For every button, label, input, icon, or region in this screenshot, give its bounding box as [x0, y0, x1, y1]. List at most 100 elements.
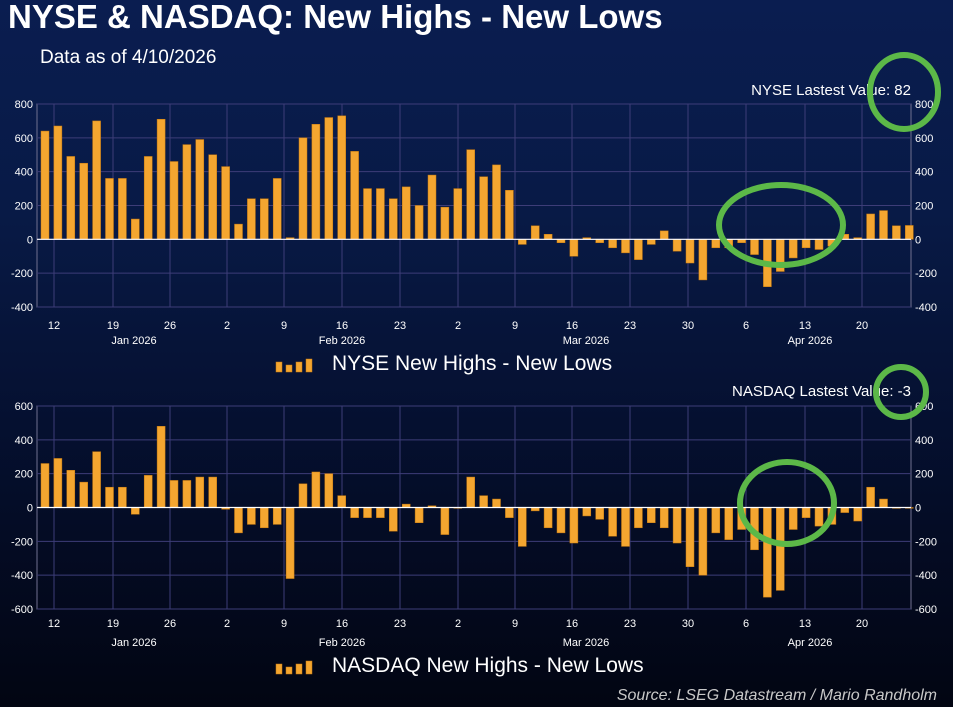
- y-tick-label-left: 0: [27, 234, 33, 246]
- bar: [169, 480, 179, 508]
- bar: [543, 507, 553, 529]
- y-tick-label-right: 200: [915, 201, 933, 213]
- bar: [350, 507, 359, 518]
- legend-label: NASDAQ New Highs - New Lows: [332, 654, 644, 677]
- x-tick-label: 2: [224, 320, 230, 332]
- bar: [659, 230, 669, 240]
- bar: [518, 507, 527, 547]
- bar: [221, 166, 230, 240]
- legend-swatch-bar: [305, 660, 313, 675]
- bar: [234, 507, 243, 534]
- x-tick-label: 23: [394, 618, 406, 630]
- y-tick-label-right: -400: [915, 302, 937, 314]
- bar: [698, 239, 708, 281]
- bar: [66, 156, 76, 240]
- y-tick-label-right: 0: [915, 234, 921, 246]
- bar: [195, 139, 205, 240]
- bar: [156, 426, 166, 508]
- bar: [79, 481, 88, 508]
- x-month-label: Apr 2026: [788, 637, 833, 649]
- bar: [414, 507, 424, 523]
- bar: [363, 188, 372, 240]
- bar: [272, 507, 282, 525]
- x-tick-label: 26: [164, 618, 176, 630]
- highlight-ellipse: [737, 459, 837, 547]
- bar: [350, 151, 359, 240]
- bar: [260, 507, 269, 529]
- bar: [363, 507, 372, 518]
- y-tick-label-right: 600: [915, 133, 933, 145]
- bar: [621, 239, 630, 254]
- bar: [337, 115, 346, 240]
- x-tick-label: 23: [624, 320, 636, 332]
- bar: [634, 239, 643, 260]
- bar: [324, 117, 334, 240]
- y-tick-label-right: 400: [915, 167, 933, 179]
- x-month-label: Apr 2026: [788, 335, 833, 347]
- bar: [672, 239, 682, 252]
- x-tick-label: 20: [856, 618, 868, 630]
- bar: [131, 507, 140, 515]
- y-tick-label-left: -400: [11, 302, 33, 314]
- bar: [892, 225, 901, 240]
- bar: [208, 476, 217, 508]
- x-tick-label: 9: [281, 320, 287, 332]
- bar: [556, 507, 566, 534]
- bar: [427, 174, 437, 240]
- y-tick-label-right: -200: [915, 536, 937, 548]
- legend-label: NYSE New Highs - New Lows: [332, 352, 612, 375]
- x-month-label: Feb 2026: [319, 335, 365, 347]
- bar: [208, 154, 217, 240]
- bar: [685, 239, 695, 264]
- bar: [518, 239, 527, 245]
- y-tick-label-left: -200: [11, 536, 33, 548]
- bar: [621, 507, 630, 547]
- y-tick-label-right: 800: [915, 99, 933, 111]
- bar: [169, 161, 179, 240]
- bar: [724, 507, 733, 540]
- bar: [247, 198, 256, 240]
- x-tick-label: 13: [799, 618, 811, 630]
- bar: [376, 188, 385, 240]
- bar: [143, 475, 153, 508]
- y-tick-label-left: 800: [15, 99, 33, 111]
- bar: [505, 190, 514, 240]
- bar: [247, 507, 256, 525]
- bar: [879, 498, 888, 508]
- bar: [182, 144, 192, 240]
- y-tick-label-right: 0: [915, 503, 921, 515]
- y-tick-label-left: 600: [15, 401, 33, 413]
- bar: [840, 507, 850, 513]
- bar: [879, 210, 888, 240]
- bar: [608, 507, 617, 537]
- x-tick-label: 9: [512, 618, 518, 630]
- y-tick-label-left: 200: [15, 201, 33, 213]
- chart-panel-nyse: 800 800 600 600 400 400 200 200 0 0 -200 -200 -400 -4…: [11, 52, 941, 375]
- bar: [608, 239, 617, 249]
- y-tick-label-right: -400: [915, 570, 937, 582]
- y-tick-label-left: -200: [11, 268, 33, 280]
- bar: [440, 507, 450, 535]
- bar: [801, 507, 811, 518]
- page-subtitle: Data as of 4/10/2026: [40, 47, 217, 68]
- x-tick-label: 30: [682, 618, 694, 630]
- highlight-ellipse: [873, 364, 929, 420]
- bar: [40, 130, 50, 240]
- bar: [311, 471, 321, 508]
- bar: [595, 507, 604, 520]
- bar: [866, 486, 875, 508]
- x-tick-label: 13: [799, 320, 811, 332]
- legend-swatch-bar: [305, 358, 313, 373]
- bar: [53, 458, 63, 508]
- bar: [814, 239, 824, 250]
- y-tick-label-right: 400: [915, 435, 933, 447]
- bar: [131, 218, 140, 240]
- x-month-label: Jan 2026: [111, 335, 156, 347]
- legend-swatch-bar: [275, 361, 283, 373]
- x-tick-label: 23: [624, 618, 636, 630]
- bar: [569, 507, 579, 544]
- bar: [118, 178, 127, 240]
- x-tick-label: 26: [164, 320, 176, 332]
- x-tick-label: 16: [566, 618, 578, 630]
- x-tick-label: 16: [336, 618, 348, 630]
